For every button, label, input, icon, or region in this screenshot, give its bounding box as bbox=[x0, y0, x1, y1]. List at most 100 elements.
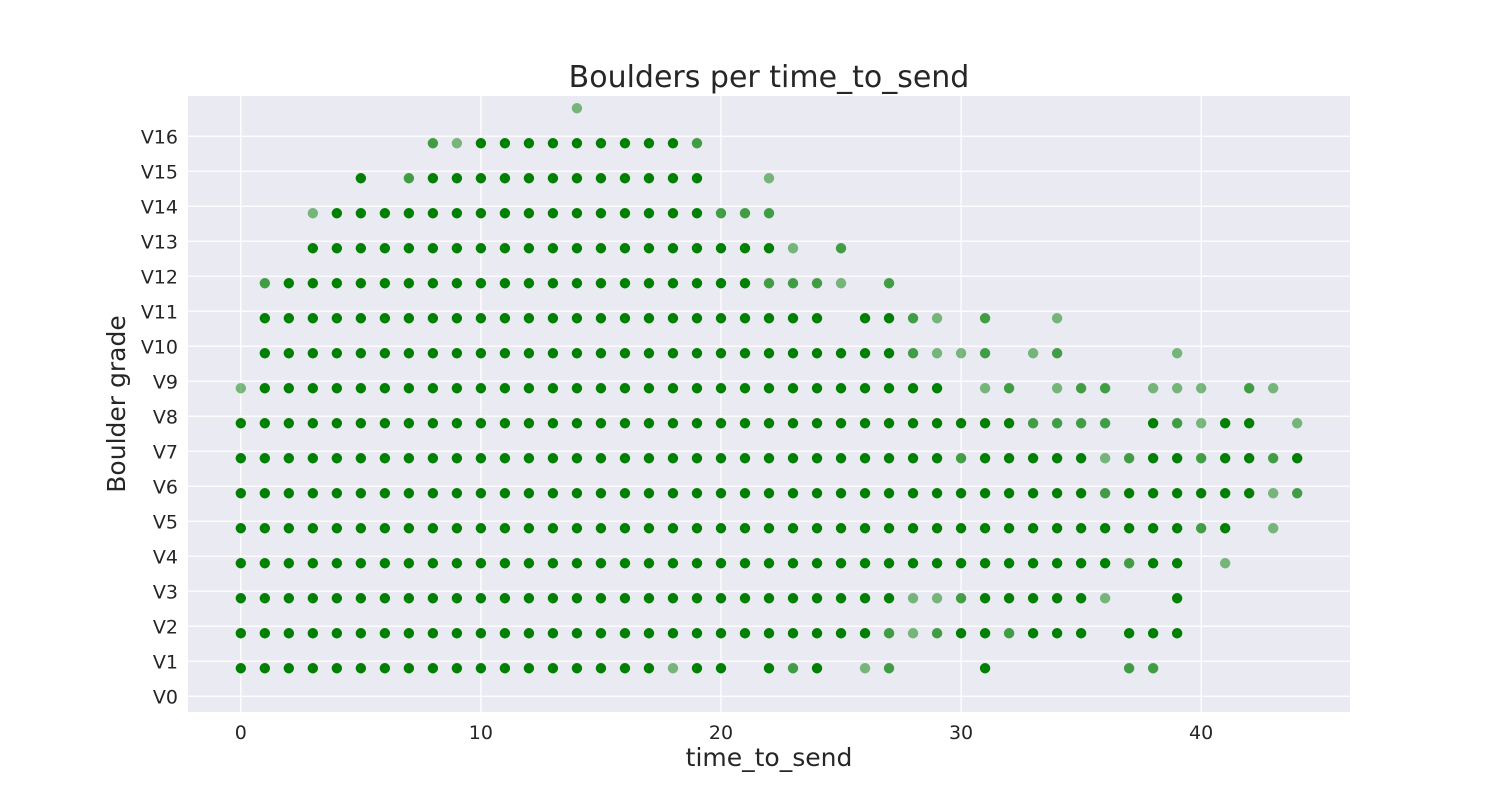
data-point bbox=[547, 628, 559, 639]
data-point bbox=[331, 208, 343, 219]
data-point bbox=[331, 663, 343, 674]
data-point bbox=[475, 663, 487, 674]
data-point bbox=[1027, 348, 1039, 359]
data-point bbox=[1027, 453, 1039, 464]
data-point bbox=[523, 663, 535, 674]
data-point bbox=[523, 278, 535, 289]
data-point bbox=[1051, 558, 1063, 569]
data-point bbox=[1075, 418, 1087, 429]
data-point bbox=[571, 628, 583, 639]
data-point bbox=[859, 488, 871, 499]
data-point bbox=[547, 558, 559, 569]
data-point bbox=[1123, 523, 1135, 534]
data-point bbox=[1075, 383, 1087, 394]
data-point bbox=[1171, 523, 1183, 534]
data-point bbox=[595, 593, 607, 604]
y-tick-label: V3 bbox=[153, 581, 178, 603]
data-point bbox=[811, 313, 823, 324]
data-point bbox=[1195, 488, 1207, 499]
data-point bbox=[595, 208, 607, 219]
data-point bbox=[811, 523, 823, 534]
data-point bbox=[547, 383, 559, 394]
data-point bbox=[619, 488, 631, 499]
data-point bbox=[499, 383, 511, 394]
data-point bbox=[427, 208, 439, 219]
data-point bbox=[859, 523, 871, 534]
data-point bbox=[595, 243, 607, 254]
y-tick-label: V11 bbox=[141, 301, 178, 323]
data-point bbox=[259, 488, 271, 499]
data-point bbox=[691, 278, 703, 289]
data-point bbox=[427, 348, 439, 359]
data-point bbox=[619, 523, 631, 534]
data-point bbox=[1147, 523, 1159, 534]
data-point bbox=[355, 488, 367, 499]
data-point bbox=[523, 418, 535, 429]
data-point bbox=[595, 663, 607, 674]
x-tick-label: 20 bbox=[709, 722, 733, 744]
data-point bbox=[355, 348, 367, 359]
data-point bbox=[811, 278, 823, 289]
data-point bbox=[811, 418, 823, 429]
data-point bbox=[355, 558, 367, 569]
data-point bbox=[1267, 453, 1279, 464]
data-point bbox=[547, 663, 559, 674]
data-point bbox=[883, 383, 895, 394]
data-point bbox=[619, 593, 631, 604]
data-point bbox=[835, 593, 847, 604]
data-point bbox=[667, 138, 679, 149]
data-point bbox=[547, 593, 559, 604]
data-point bbox=[331, 593, 343, 604]
data-point bbox=[595, 348, 607, 359]
data-point bbox=[667, 488, 679, 499]
data-point bbox=[715, 628, 727, 639]
data-point bbox=[763, 173, 775, 184]
data-point bbox=[667, 418, 679, 429]
data-point bbox=[955, 523, 967, 534]
data-point bbox=[403, 243, 415, 254]
data-point bbox=[259, 278, 271, 289]
data-point bbox=[1147, 418, 1159, 429]
data-point bbox=[619, 278, 631, 289]
data-point bbox=[1171, 488, 1183, 499]
data-point bbox=[1267, 383, 1279, 394]
data-point bbox=[1075, 628, 1087, 639]
data-point bbox=[883, 663, 895, 674]
data-point bbox=[523, 628, 535, 639]
data-point bbox=[1075, 593, 1087, 604]
data-point bbox=[739, 488, 751, 499]
data-point bbox=[595, 488, 607, 499]
data-point bbox=[619, 348, 631, 359]
data-point bbox=[307, 523, 319, 534]
data-point bbox=[1147, 628, 1159, 639]
data-point bbox=[1099, 383, 1111, 394]
data-point bbox=[859, 313, 871, 324]
data-point bbox=[907, 628, 919, 639]
data-point bbox=[403, 173, 415, 184]
data-point bbox=[451, 628, 463, 639]
data-point bbox=[475, 138, 487, 149]
data-point bbox=[643, 348, 655, 359]
data-point bbox=[331, 453, 343, 464]
data-point bbox=[715, 278, 727, 289]
data-point bbox=[859, 418, 871, 429]
data-point bbox=[763, 208, 775, 219]
data-point bbox=[907, 453, 919, 464]
data-point bbox=[643, 313, 655, 324]
data-point bbox=[427, 243, 439, 254]
data-point bbox=[1051, 593, 1063, 604]
data-point bbox=[403, 348, 415, 359]
data-point bbox=[523, 313, 535, 324]
data-point bbox=[379, 208, 391, 219]
data-point bbox=[619, 418, 631, 429]
y-tick-label: V2 bbox=[153, 616, 178, 638]
data-point bbox=[883, 418, 895, 429]
data-point bbox=[331, 628, 343, 639]
data-point bbox=[547, 523, 559, 534]
data-point bbox=[667, 313, 679, 324]
data-point bbox=[1267, 523, 1279, 534]
data-point bbox=[619, 663, 631, 674]
data-point bbox=[715, 418, 727, 429]
data-point bbox=[715, 558, 727, 569]
data-point bbox=[595, 523, 607, 534]
